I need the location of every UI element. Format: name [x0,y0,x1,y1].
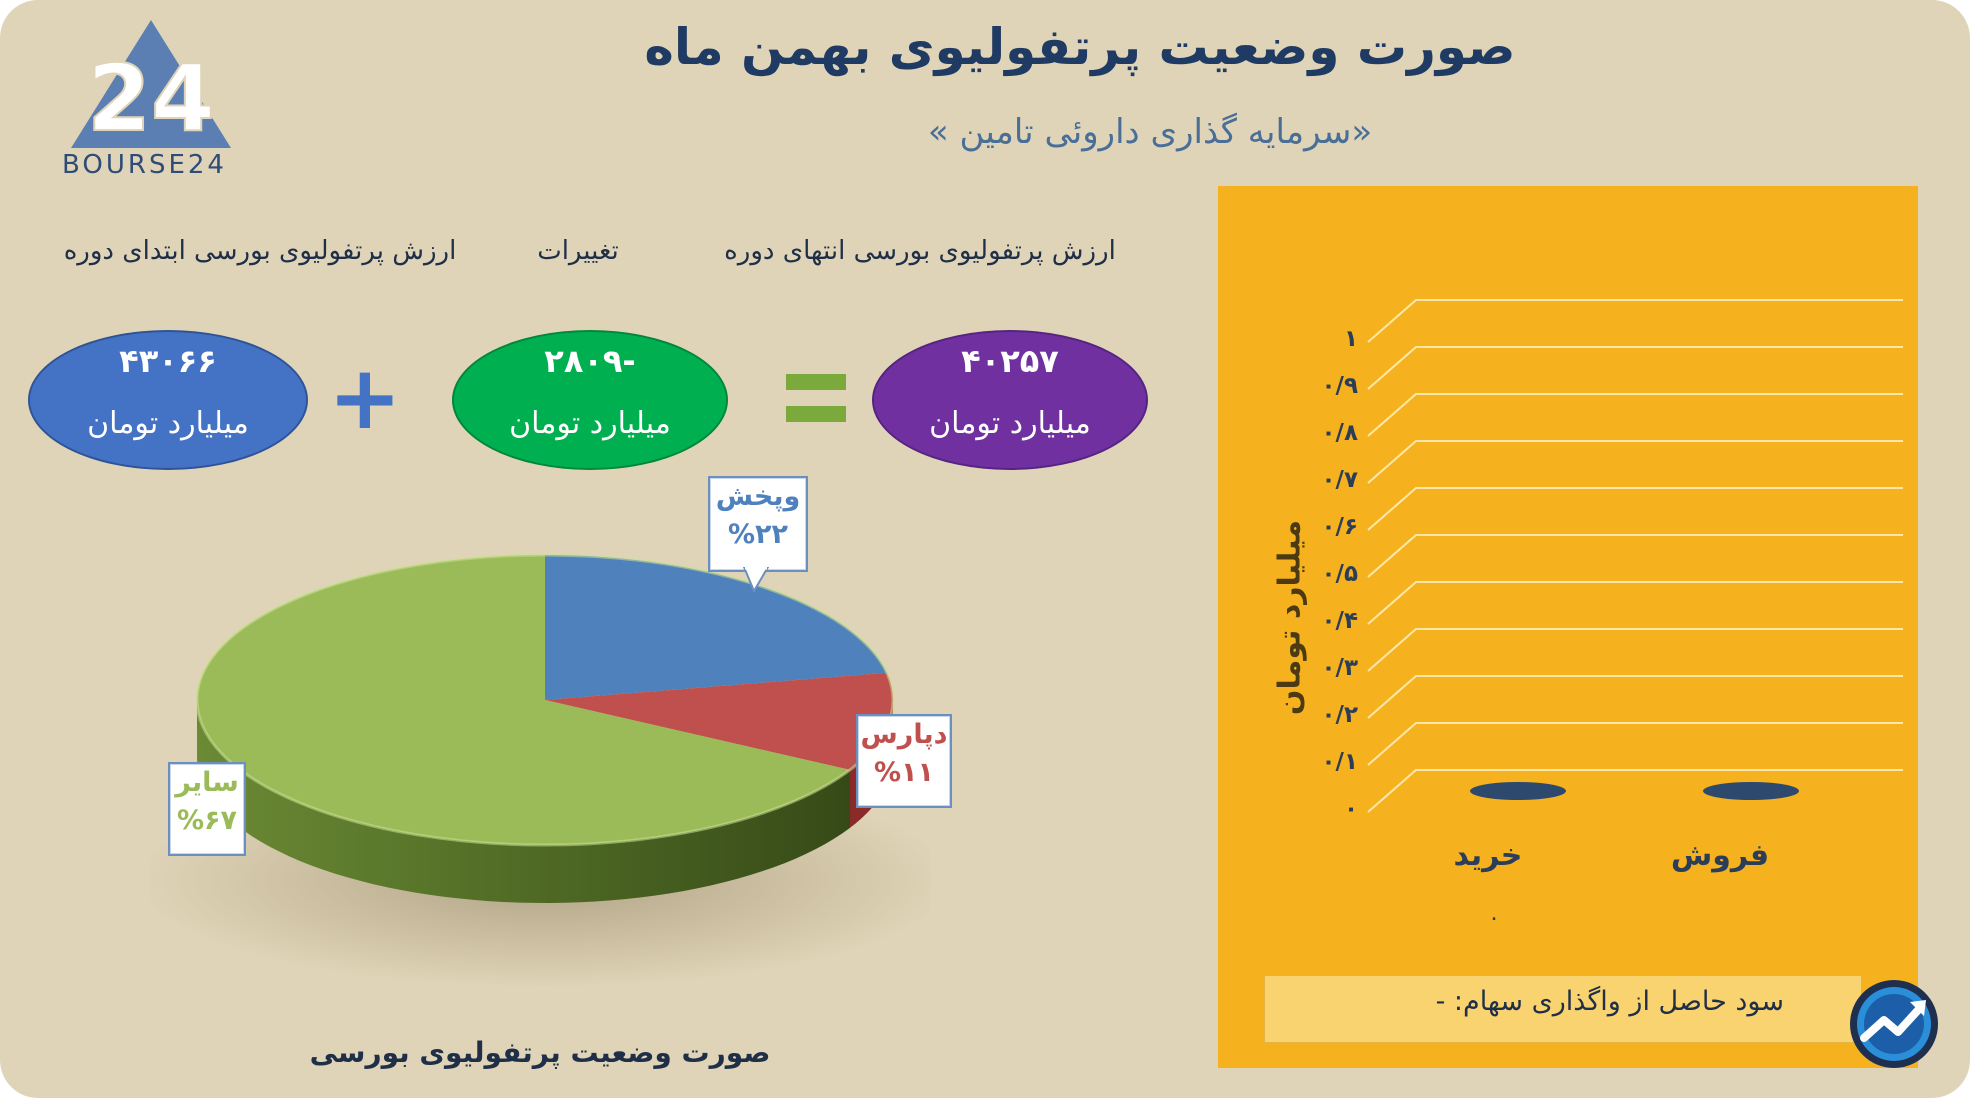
y-tick-label: ۰/۱ [1321,749,1358,775]
gridline [1367,581,1903,625]
y-tick-label: ۰/۹ [1321,373,1358,399]
page-title: صورت وضعیت پرتفولیوی بهمن ماه [644,18,1516,76]
callout-other-name: سایر [175,767,239,798]
gridline [1367,769,1903,813]
end-value: ۴۰۲۵۷ [961,342,1059,380]
gridline [1367,722,1903,766]
page-subtitle: «سرمایه گذاری داروئی تامین » [927,112,1373,152]
pie-side-سایر [197,700,850,903]
gridline [1367,299,1903,343]
callout-vapakhsh-name: وپخش [715,481,801,512]
start-value: ۴۳۰۶۶ [119,342,217,380]
change-value: -۲۸۰۹ [544,342,636,380]
trades-bar-chart [1367,299,1903,813]
change-value-ellipse: -۲۸۰۹ میلیارد تومان [452,330,728,470]
start-unit: میلیارد تومان [87,406,249,441]
gridline [1367,628,1903,672]
bar-خرید [1470,782,1566,800]
callout-vapakhsh: وپخش %۲۲ [708,476,808,572]
plus-sign: + [328,346,402,449]
y-tick-label: ۰/۲ [1321,702,1358,728]
pie-slice-دپارس [545,672,894,770]
y-tick-label: ۰/۵ [1321,561,1358,587]
y-tick-label: ۰ [1343,796,1358,822]
callout-other: سایر %۶۷ [168,762,246,856]
bourse24-logo-icon: 24 [71,20,231,152]
callout-vapakhsh-pointer [742,567,770,593]
gridline [1367,534,1903,578]
callout-darupars-name: دپارس [860,719,948,750]
svg-text:24: 24 [87,45,215,152]
callout-vapakhsh-pct: %۲۲ [727,519,788,550]
end-unit: میلیارد تومان [929,406,1091,441]
category-sell: فروش [1670,838,1770,873]
gridline [1367,675,1903,719]
pie-rim-highlight [195,553,895,847]
y-tick-label: ۰/۶ [1321,514,1358,540]
profit-box [1264,975,1862,1043]
bar-فروش [1703,782,1799,800]
y-tick-label: ۰/۴ [1321,608,1358,634]
gridline [1367,393,1903,437]
start-value-ellipse: ۴۳۰۶۶ میلیارد تومان [28,330,308,470]
equals-bar-bottom [786,406,846,422]
y-tick-label: ۰/۳ [1321,655,1358,681]
y-tick-label: ۰/۸ [1321,420,1358,446]
profit-text: سود حاصل از واگذاری سهام: - [1435,986,1784,1017]
callout-other-pct: %۶۷ [176,805,237,836]
gridline [1367,440,1903,484]
trend-badge-icon [1850,980,1938,1068]
y-tick-label: ۱ [1343,326,1358,352]
equals-bar-top [786,374,846,390]
gridline [1367,487,1903,531]
callout-darupars: دپارس %۱۱ [856,714,952,808]
callout-darupars-pct: %۱۱ [873,757,934,788]
change-label: تغییرات [537,236,619,266]
trades-panel [1218,186,1918,1068]
buy-value-label: ۰ [1488,906,1500,931]
pie-caption: صورت وضعیت پرتفولیوی بورسی [309,1036,771,1069]
change-unit: میلیارد تومان [509,406,671,441]
logo-text: BOURSE24 [62,150,227,180]
portfolio-pie-chart [150,553,930,988]
pie-slice-سایر [197,555,850,845]
pie-slice-وپخش [545,555,887,700]
category-buy: خرید [1453,838,1523,873]
y-axis-label: میلیارد تومان [1272,519,1308,716]
y-tick-label: ۰/۷ [1321,467,1358,493]
gridline [1367,346,1903,390]
start-value-label: ارزش پرتفولیوی بورسی ابتدای دوره [63,236,457,266]
end-value-label: ارزش پرتفولیوی بورسی انتهای دوره [724,236,1116,266]
end-value-ellipse: ۴۰۲۵۷ میلیارد تومان [872,330,1148,470]
